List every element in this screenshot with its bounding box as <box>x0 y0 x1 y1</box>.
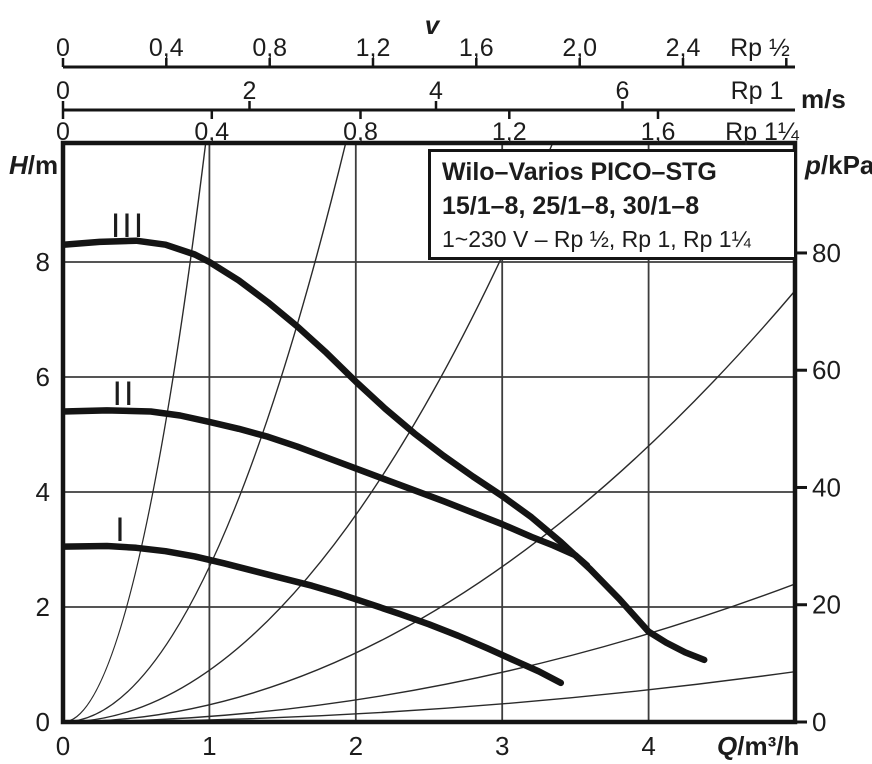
velocity-scale-rp114-label-0: 0 <box>56 118 70 146</box>
pump-curve-III <box>63 237 708 664</box>
pump-curves <box>63 237 708 687</box>
left-axis-tick-2: 2 <box>36 592 50 622</box>
system-curve <box>63 143 347 722</box>
bottom-axis-tick-0: 0 <box>56 731 70 761</box>
velocity-scale-rp12-label-1,2: 1,2 <box>356 34 391 62</box>
system-curve <box>63 289 795 722</box>
velocity-scale-rp114-label-0,4: 0,4 <box>194 118 229 146</box>
v-label: v <box>424 10 440 40</box>
pump-curve-II <box>63 407 591 569</box>
system-curve <box>63 143 554 722</box>
bottom-axis-tick-3: 3 <box>495 731 509 761</box>
plot-border <box>60 140 798 725</box>
bottom-axis-tick-1: 1 <box>202 731 216 761</box>
right-axis-label: p/kPa <box>805 150 872 181</box>
velocity-scale-rp1-label-4: 4 <box>429 77 443 105</box>
bottom-axis-tick-2: 2 <box>349 731 363 761</box>
velocity-scale-rp12-label-1,6: 1,6 <box>459 34 494 62</box>
velocity-scale-rp114-label-0,8: 0,8 <box>343 118 378 146</box>
h-var: H <box>9 150 28 180</box>
left-axis-tick-4: 4 <box>36 477 50 507</box>
right-axis-tick-0: 0 <box>812 707 826 737</box>
title-box: Wilo–Varios PICO–STG 15/1–8, 25/1–8, 30/… <box>428 149 797 260</box>
q-unit: /m³/h <box>737 731 800 761</box>
left-axis-tick-6: 6 <box>36 362 50 392</box>
right-axis-tick-40: 40 <box>812 472 841 502</box>
velocity-scale-rp12-label-0: 0 <box>56 34 70 62</box>
right-axis-tick-20: 20 <box>812 590 841 620</box>
top-axis-label-v: v <box>425 10 439 41</box>
right-axis-ticks <box>795 251 807 724</box>
p-var: p <box>805 150 821 180</box>
velocity-scale-rp1-label-0: 0 <box>56 77 70 105</box>
system-curve <box>63 143 207 722</box>
bottom-axis-tick-4: 4 <box>641 731 655 761</box>
velocity-scale-rp1-label-6: 6 <box>616 77 630 105</box>
title-line-3: 1~230 V – Rp ½, Rp 1, Rp 1¼ <box>442 226 751 252</box>
velocity-scale-rp12-label-2,4: 2,4 <box>666 34 701 62</box>
title-line-1: Wilo–Varios PICO–STG <box>442 158 717 186</box>
right-axis-tick-80: 80 <box>812 238 841 268</box>
system-curve <box>63 670 795 722</box>
velocity-scale-rp1-rp-label: Rp 1 <box>731 77 784 105</box>
p-unit: /kPa <box>820 150 872 180</box>
curve-label-III: III <box>111 207 145 245</box>
left-axis-label: H/m <box>9 150 58 181</box>
velocity-scale-rp114-label-1,2: 1,2 <box>492 118 527 146</box>
curve-label-II: II <box>113 375 136 413</box>
velocity-scale-rp12-label-0,8: 0,8 <box>252 34 287 62</box>
left-axis-tick-8: 8 <box>36 247 50 277</box>
velocity-scale-rp114-rp-label: Rp 1¼ <box>725 118 800 146</box>
velocity-scale-rp114-label-1,6: 1,6 <box>641 118 676 146</box>
velocity-scale-rp12-label-0,4: 0,4 <box>149 34 184 62</box>
top-axis-unit-ms: m/s <box>801 84 846 114</box>
curve-label-I: I <box>115 511 126 549</box>
bottom-axis-label: Q/m³/h <box>717 731 799 762</box>
velocity-scale-rp12-label-2,0: 2,0 <box>562 34 597 62</box>
q-var: Q <box>717 731 738 761</box>
title-line-2: 15/1–8, 25/1–8, 30/1–8 <box>442 192 700 220</box>
velocity-scale-rp1-label-2: 2 <box>243 77 257 105</box>
system-curve <box>63 583 795 722</box>
pump-curve-I <box>63 542 565 687</box>
right-axis-tick-60: 60 <box>812 355 841 385</box>
velocity-scale-rp12-rp-label: Rp ½ <box>730 34 790 62</box>
h-unit: /m <box>27 150 59 180</box>
left-axis-tick-0: 0 <box>36 707 50 737</box>
